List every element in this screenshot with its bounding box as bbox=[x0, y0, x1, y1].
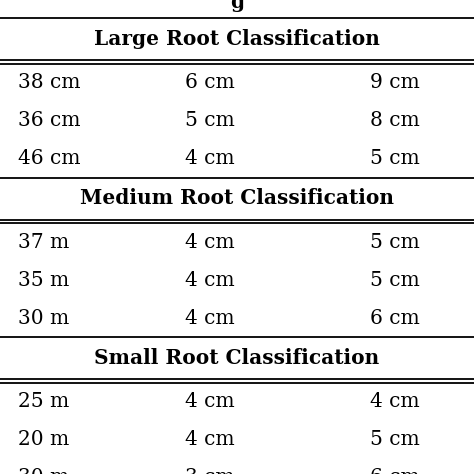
Text: 37 m: 37 m bbox=[18, 233, 69, 252]
Text: 4 cm: 4 cm bbox=[185, 233, 235, 252]
Text: 8 cm: 8 cm bbox=[370, 111, 420, 130]
Text: 5 cm: 5 cm bbox=[185, 111, 235, 130]
Text: 36 cm: 36 cm bbox=[18, 111, 81, 130]
Text: 4 cm: 4 cm bbox=[370, 392, 419, 411]
Text: 4 cm: 4 cm bbox=[185, 309, 235, 328]
Text: Large Root Classification: Large Root Classification bbox=[94, 29, 380, 49]
Text: 30 m: 30 m bbox=[18, 309, 69, 328]
Text: 4 cm: 4 cm bbox=[185, 430, 235, 449]
Text: 30 m: 30 m bbox=[18, 468, 69, 474]
Text: 6 cm: 6 cm bbox=[370, 468, 420, 474]
Text: 3 cm: 3 cm bbox=[185, 468, 235, 474]
Text: 4 cm: 4 cm bbox=[185, 149, 235, 168]
Text: 35 m: 35 m bbox=[18, 271, 69, 290]
Text: 4 cm: 4 cm bbox=[185, 271, 235, 290]
Text: g: g bbox=[230, 0, 244, 12]
Text: 5 cm: 5 cm bbox=[370, 149, 420, 168]
Text: 25 m: 25 m bbox=[18, 392, 69, 411]
Text: Medium Root Classification: Medium Root Classification bbox=[80, 189, 394, 209]
Text: 38 cm: 38 cm bbox=[18, 73, 81, 92]
Text: 6 cm: 6 cm bbox=[370, 309, 420, 328]
Text: 6 cm: 6 cm bbox=[185, 73, 235, 92]
Text: 46 cm: 46 cm bbox=[18, 149, 81, 168]
Text: 5 cm: 5 cm bbox=[370, 233, 420, 252]
Text: 4 cm: 4 cm bbox=[185, 392, 235, 411]
Text: 5 cm: 5 cm bbox=[370, 271, 420, 290]
Text: Small Root Classification: Small Root Classification bbox=[94, 348, 380, 368]
Text: 20 m: 20 m bbox=[18, 430, 69, 449]
Text: 5 cm: 5 cm bbox=[370, 430, 420, 449]
Text: 9 cm: 9 cm bbox=[370, 73, 420, 92]
